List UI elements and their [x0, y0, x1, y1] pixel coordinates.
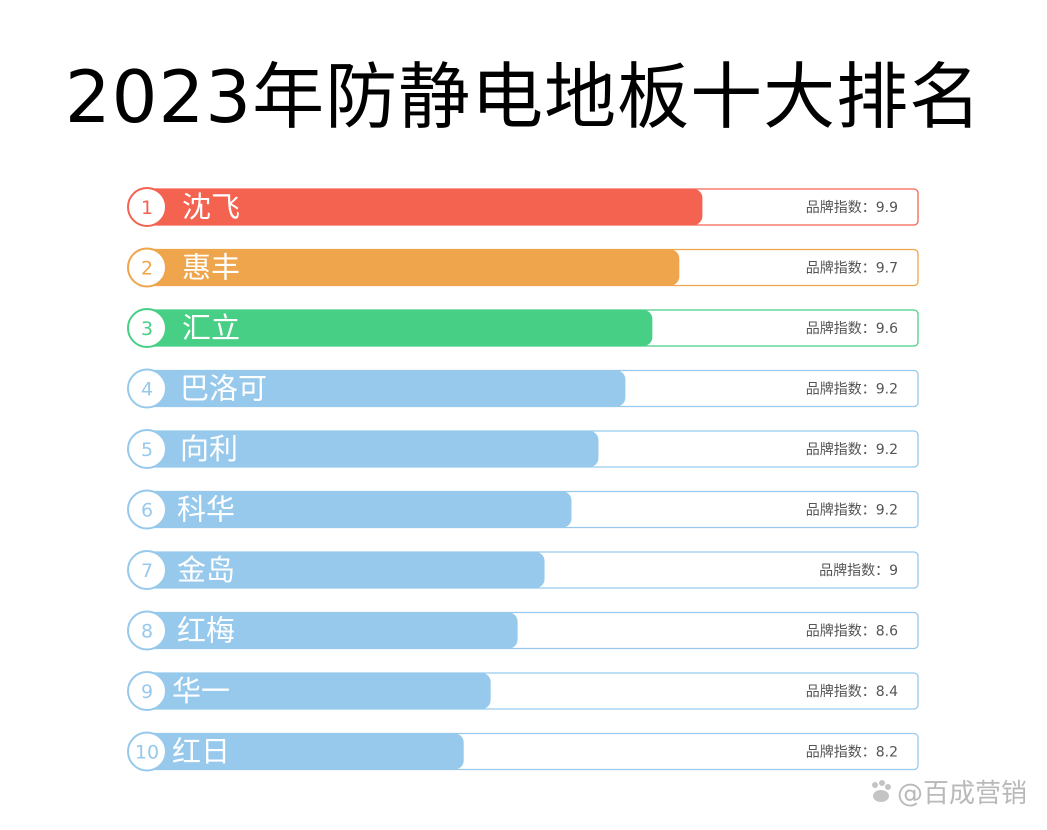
bar: [147, 673, 491, 709]
brand-index-label: 品牌指数：9.9: [806, 199, 898, 216]
brand-index-label: 品牌指数：9.7: [806, 260, 898, 277]
watermark: @百成营销: [869, 774, 1027, 809]
rank-number: 3: [141, 318, 153, 340]
brand-name: 红日: [172, 735, 230, 769]
ranking-row: 8 红梅 品牌指数：8.6: [127, 610, 919, 651]
bar: [147, 310, 653, 346]
ranking-row: 3 汇立 品牌指数：9.6: [127, 308, 919, 348]
brand-name: 红梅: [177, 614, 235, 648]
page-title: 2023年防静电地板十大排名: [64, 55, 983, 139]
rank-number: 1: [141, 197, 153, 219]
bar: [147, 491, 572, 528]
bar: [147, 733, 464, 770]
rank-circle: [127, 489, 167, 530]
brand-index-label: 品牌指数：9.2: [806, 502, 898, 519]
rank-number: 4: [141, 379, 153, 401]
rank-circle: [127, 187, 167, 227]
brand-index-label: 品牌指数：9.2: [806, 381, 898, 398]
rank-circle: [127, 308, 167, 348]
brand-index-label: 品牌指数：8.2: [806, 744, 898, 761]
ranking-row: 4 巴洛可 品牌指数：9.2: [127, 368, 919, 409]
rank-circle: [127, 550, 167, 590]
ranking-row: 5 向利 品牌指数：9.2: [127, 429, 919, 469]
ranking-row: 7 金岛 品牌指数：9: [127, 550, 919, 590]
brand-name: 巴洛可: [180, 372, 267, 406]
bar: [147, 189, 703, 225]
brand-name: 华一: [172, 674, 230, 708]
rank-circle: [127, 429, 167, 469]
watermark-text: @百成营销: [896, 778, 1027, 809]
rank-number: 10: [135, 742, 159, 764]
watermark-logo-icon: [869, 779, 893, 803]
brand-name: 惠丰: [182, 251, 240, 285]
brand-name: 向利: [180, 432, 238, 466]
bar: [147, 249, 680, 286]
bar: [147, 612, 518, 649]
brand-name: 沈飞: [182, 190, 240, 224]
rank-circle: [127, 731, 167, 772]
brand-name: 汇立: [182, 311, 240, 345]
bar: [147, 552, 545, 588]
brand-index-label: 品牌指数：9.6: [806, 320, 898, 337]
ranking-row: 1 沈飞 品牌指数：9.9: [127, 187, 919, 227]
ranking-row: 2 惠丰 品牌指数：9.7: [127, 247, 919, 288]
brand-name: 金岛: [177, 553, 235, 587]
ranking-row: 6 科华 品牌指数：9.2: [127, 489, 919, 530]
brand-name: 科华: [177, 493, 235, 527]
rank-number: 6: [141, 500, 153, 522]
brand-index-label: 品牌指数：8.4: [806, 683, 898, 700]
rank-number: 9: [141, 681, 153, 703]
rank-circle: [127, 368, 167, 409]
brand-index-label: 品牌指数：8.6: [806, 623, 898, 640]
rank-number: 5: [141, 439, 153, 461]
rank-circle: [127, 247, 167, 288]
bar: [147, 370, 626, 407]
ranking-row: 9 华一 品牌指数：8.4: [127, 671, 919, 711]
rank-circle: [127, 610, 167, 651]
brand-index-label: 品牌指数：9.2: [806, 441, 898, 458]
bar: [147, 431, 599, 467]
ranking-row: 10 红日 品牌指数：8.2: [127, 731, 919, 772]
brand-index-label: 品牌指数：9: [819, 562, 898, 579]
rank-number: 8: [141, 621, 153, 643]
rank-circle: [127, 671, 167, 711]
rank-number: 7: [141, 560, 153, 582]
rank-number: 2: [141, 258, 153, 280]
